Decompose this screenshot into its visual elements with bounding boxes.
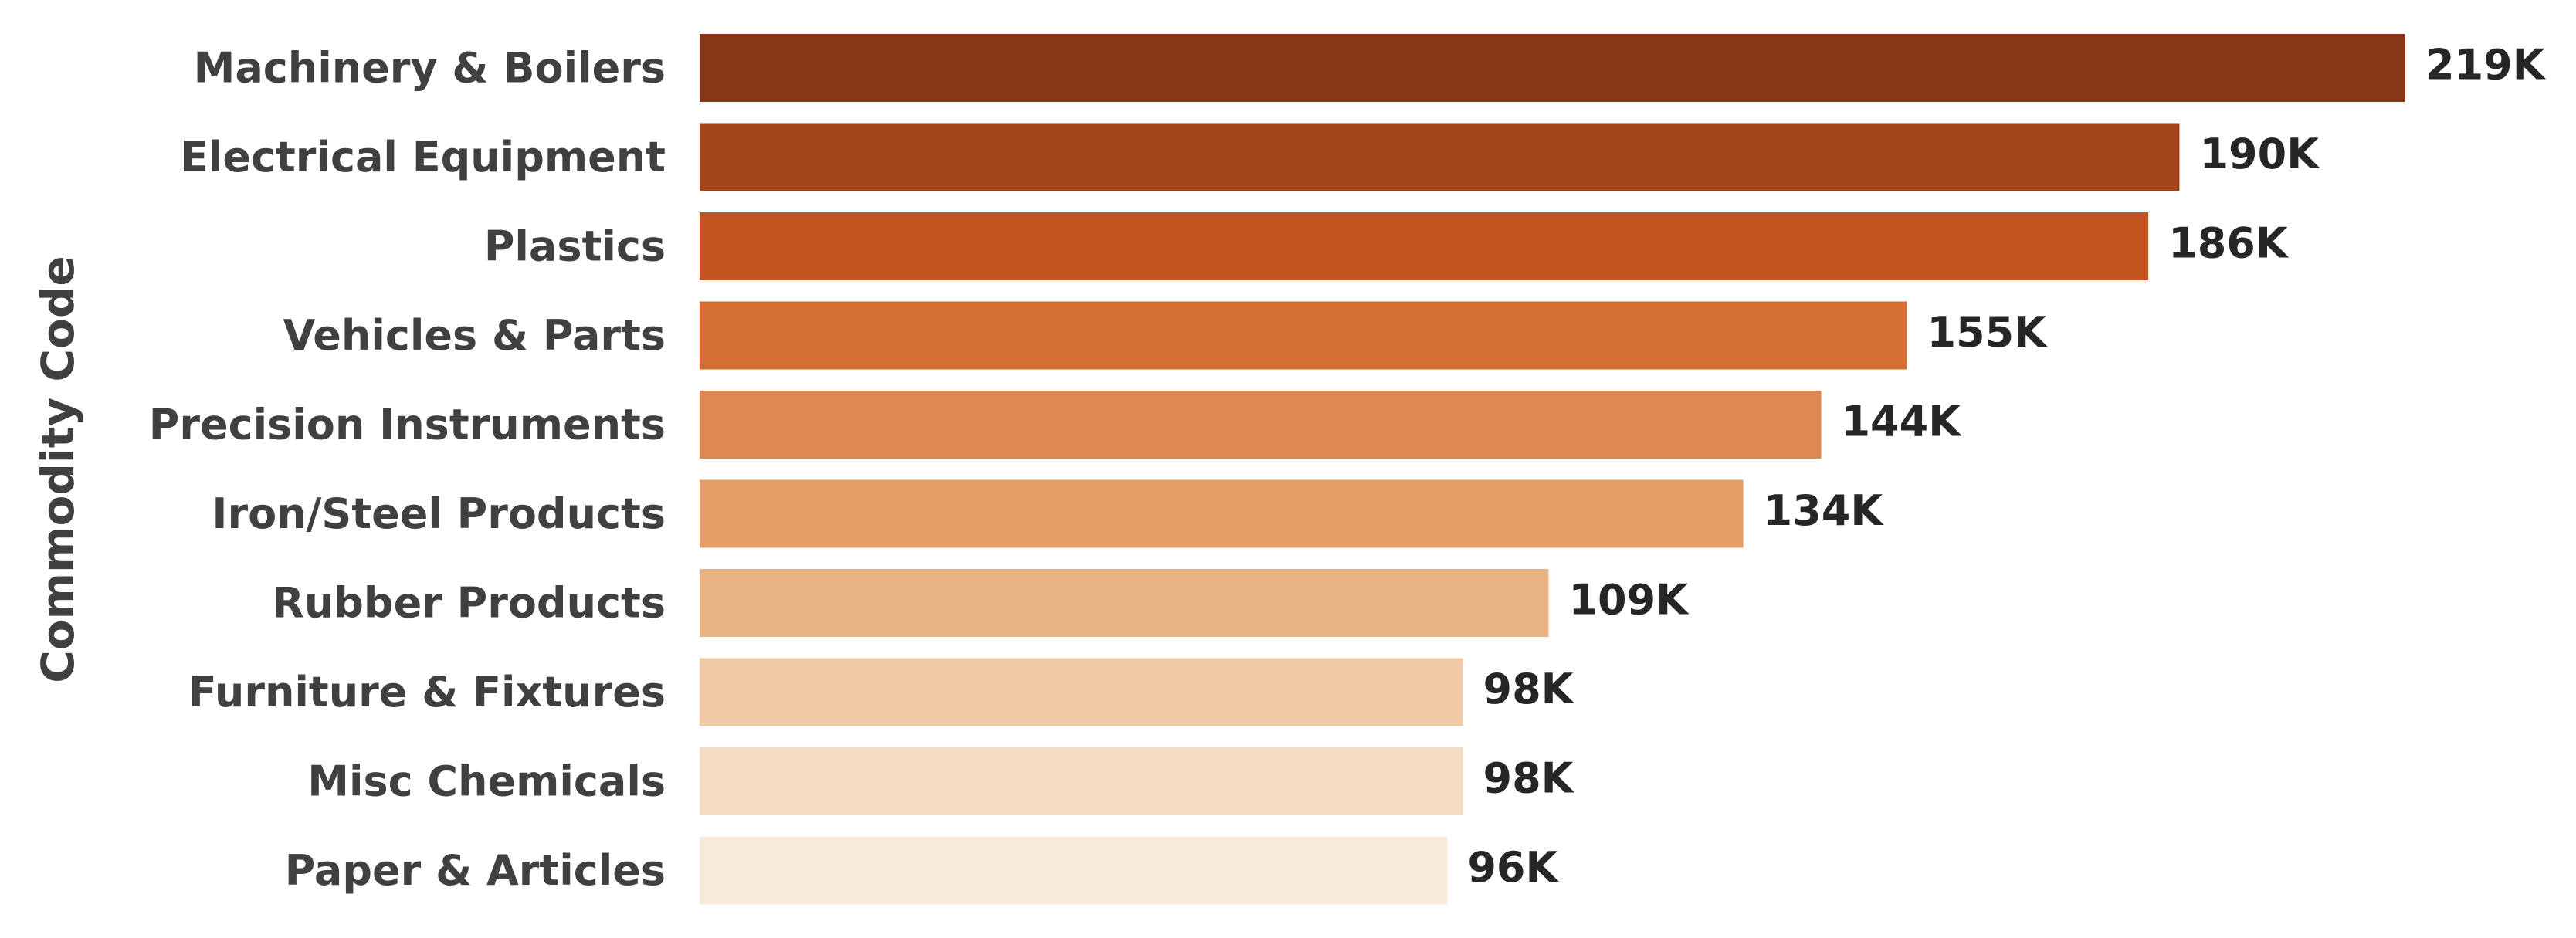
value-label: 134K — [1764, 486, 1885, 535]
bar — [700, 212, 2149, 280]
value-label: 190K — [2199, 130, 2320, 178]
category-label: Plastics — [484, 222, 666, 271]
value-label: 186K — [2168, 219, 2290, 268]
category-label: Paper & Articles — [285, 846, 666, 895]
value-label: 109K — [1568, 576, 1690, 625]
category-labels-group: Machinery & Boilers Electrical Equipment P… — [149, 44, 666, 896]
bars-group — [700, 34, 2405, 905]
value-label: 96K — [1467, 843, 1559, 892]
value-label: 219K — [2425, 41, 2547, 90]
bar — [700, 391, 1822, 459]
category-label: Precision Instruments — [149, 401, 666, 449]
category-label: Rubber Products — [272, 579, 666, 628]
value-label: 98K — [1483, 665, 1575, 713]
bar — [700, 479, 1744, 548]
category-label: Machinery & Boilers — [194, 44, 666, 93]
bar — [700, 123, 2180, 191]
bar — [700, 34, 2405, 102]
category-label: Vehicles & Parts — [283, 311, 666, 360]
bar — [700, 658, 1463, 726]
bar — [700, 569, 1549, 637]
value-label: 98K — [1483, 754, 1575, 803]
value-labels-group: 219K 190K 186K 155K 144K 134K 109K 98K 98K 96K — [1467, 41, 2546, 892]
y-axis-title: Commodity Code — [32, 256, 84, 683]
category-label: Furniture & Fixtures — [188, 668, 666, 716]
bar — [700, 301, 1907, 370]
bar — [700, 836, 1448, 905]
value-label: 155K — [1927, 308, 2048, 357]
category-label: Misc Chemicals — [307, 757, 666, 806]
category-label: Iron/Steel Products — [212, 489, 666, 538]
category-label: Electrical Equipment — [180, 133, 666, 181]
bar — [700, 747, 1463, 815]
value-label: 144K — [1841, 398, 1962, 446]
